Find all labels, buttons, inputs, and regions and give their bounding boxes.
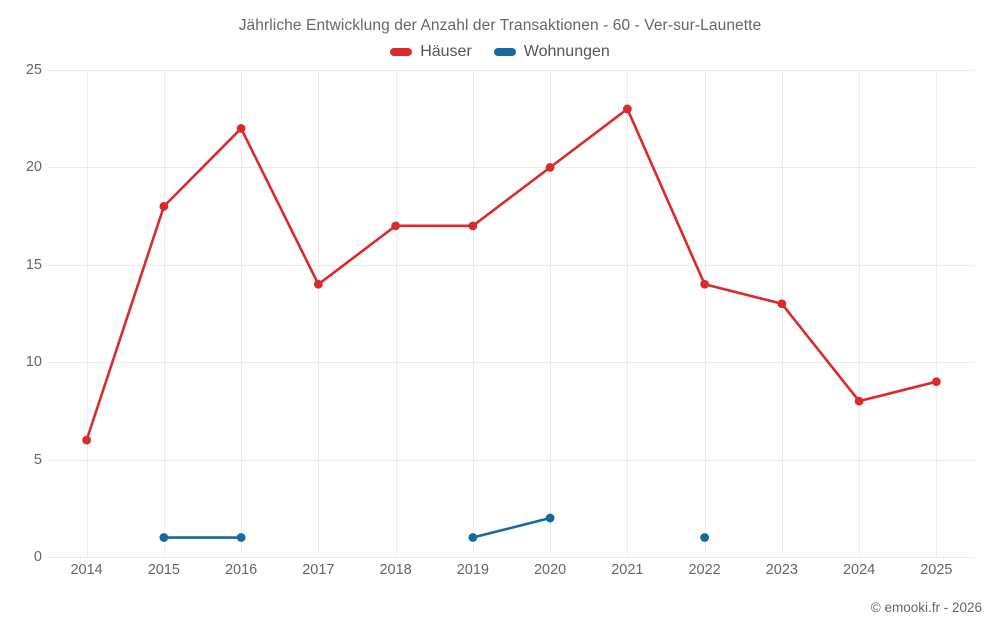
x-axis-tick-label: 2020	[533, 562, 567, 578]
series-line	[85, 107, 938, 442]
x-axis: 2014 2015 2016 2017 2018 2019 2020 2021 2022 2023…	[48, 562, 975, 586]
gridline-vertical	[627, 70, 629, 557]
data-point[interactable]	[700, 279, 710, 289]
copyright-credit: © emooki.fr - 2026	[870, 600, 982, 615]
gridline-vertical	[318, 70, 320, 557]
x-axis-tick-label: 2023	[765, 562, 799, 578]
data-point[interactable]	[82, 435, 92, 445]
gridline-vertical	[241, 70, 243, 557]
data-point[interactable]	[468, 533, 478, 542]
x-axis-tick-label: 2025	[920, 562, 953, 578]
data-point[interactable]	[931, 377, 941, 387]
gridline-horizontal	[48, 264, 975, 266]
y-axis-tick-label: 10	[25, 354, 42, 371]
y-axis-tick-label: 5	[33, 451, 42, 468]
x-axis-tick-label: 2024	[842, 562, 876, 578]
data-point[interactable]	[545, 163, 555, 172]
data-point[interactable]	[468, 221, 478, 231]
plot-area	[48, 70, 975, 558]
gridline-vertical	[859, 70, 861, 557]
x-axis-tick-label: 2017	[302, 562, 335, 578]
x-axis-tick-label: 2018	[379, 562, 412, 578]
legend-swatch-icon	[390, 48, 413, 56]
x-axis-tick-label: 2015	[147, 562, 181, 578]
x-axis-tick-label: 2019	[456, 562, 490, 578]
gridline-vertical	[163, 70, 165, 557]
x-axis-tick-label: 2021	[611, 562, 644, 578]
data-point[interactable]	[777, 299, 787, 309]
y-axis-tick-label: 15	[25, 256, 42, 273]
legend-swatch-icon	[493, 48, 516, 56]
gridline-vertical	[781, 70, 783, 557]
legend-item-label: Häuser	[420, 43, 472, 60]
gridline-horizontal	[48, 70, 975, 71]
y-axis: 0 5 10 15 20 25	[0, 62, 42, 565]
gridline-vertical	[936, 70, 938, 557]
data-point[interactable]	[313, 279, 323, 289]
gridline-vertical	[704, 70, 706, 557]
legend-item-1[interactable]: Häuser	[390, 44, 472, 60]
gridline-vertical	[472, 70, 474, 557]
data-point[interactable]	[236, 124, 246, 133]
chart-title: Jährliche Entwicklung der Anzahl der Tra…	[238, 17, 762, 34]
chart-legend: Häuser Wohnungen	[0, 44, 1000, 60]
series-line	[471, 516, 552, 539]
y-axis-tick-label: 25	[25, 62, 42, 78]
data-point[interactable]	[854, 396, 864, 406]
x-axis-tick-label: 2016	[224, 562, 258, 578]
series-2	[159, 513, 710, 542]
data-point[interactable]	[545, 513, 555, 523]
gridline-horizontal	[48, 167, 975, 169]
gridline-horizontal	[48, 459, 975, 461]
data-point[interactable]	[159, 533, 169, 542]
gridline-horizontal	[48, 557, 975, 558]
data-point[interactable]	[700, 533, 710, 542]
data-point[interactable]	[391, 221, 401, 231]
legend-item-2[interactable]: Wohnungen	[493, 43, 610, 60]
series-layer	[82, 104, 941, 542]
gridline-horizontal	[48, 362, 975, 364]
y-axis-tick-label: 20	[25, 159, 42, 176]
x-axis-tick-label: 2022	[688, 562, 721, 578]
gridline-vertical	[395, 70, 397, 557]
legend-item-label: Wohnungen	[523, 43, 610, 60]
data-point[interactable]	[236, 533, 246, 542]
data-point[interactable]	[159, 201, 169, 211]
x-axis-tick-label: 2014	[70, 562, 103, 578]
data-point[interactable]	[622, 104, 632, 114]
gridline-vertical	[550, 70, 552, 557]
series-1	[82, 104, 941, 445]
gridline-vertical	[86, 70, 88, 557]
y-axis-tick-label: 0	[33, 549, 42, 565]
